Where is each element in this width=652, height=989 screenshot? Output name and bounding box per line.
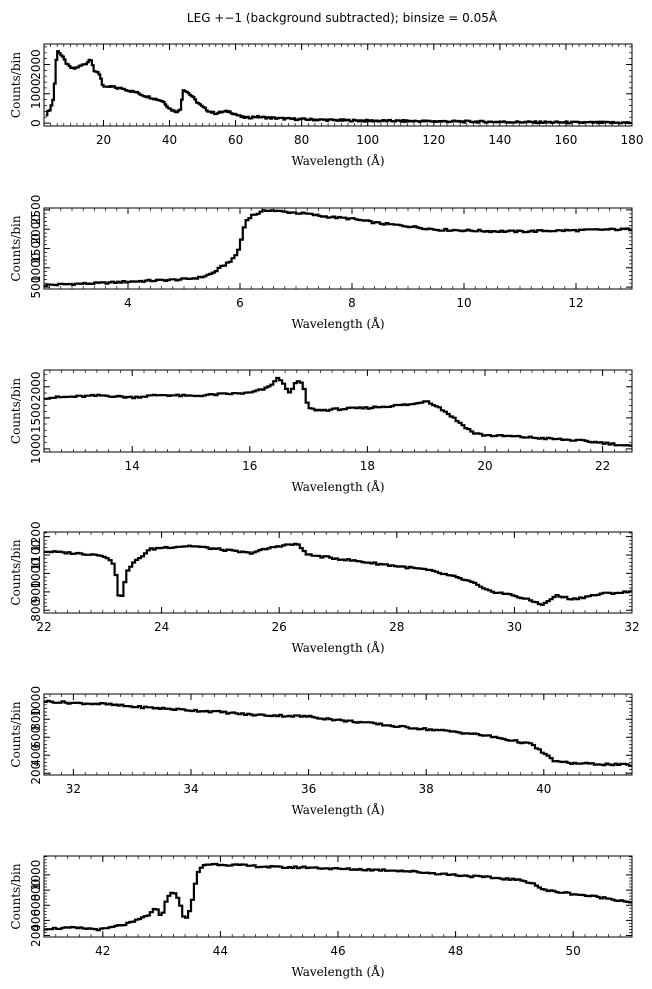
x-tick-label: 40 (162, 133, 177, 147)
x-tick-label: 4 (124, 296, 132, 310)
x-tick-label: 60 (228, 133, 243, 147)
x-axis-label: Wavelength (Å) (291, 479, 384, 494)
y-tick-label: 500 (29, 276, 43, 299)
y-tick-label: 200 (29, 762, 43, 785)
x-tick-label: 38 (419, 782, 434, 796)
x-tick-label: 42 (95, 944, 110, 958)
x-axis-label: Wavelength (Å) (291, 802, 384, 817)
y-tick-label: 800 (29, 599, 43, 622)
y-tick-label: 900 (29, 580, 43, 603)
y-tick-label: 1000 (29, 79, 43, 110)
y-tick-label: 200 (29, 924, 43, 947)
x-tick-label: 6 (236, 296, 244, 310)
minor-ticks (43, 44, 633, 126)
x-tick-label: 28 (389, 620, 404, 634)
x-tick-label: 140 (488, 133, 511, 147)
x-tick-label: 14 (125, 459, 140, 473)
y-tick-label: 2000 (29, 371, 43, 402)
spectrum-series-line (44, 376, 632, 447)
plot-frame (43, 207, 633, 290)
x-tick-label: 48 (448, 944, 463, 958)
y-tick-label: 400 (29, 744, 43, 767)
x-tick-label: 160 (554, 133, 577, 147)
x-tick-label: 12 (568, 296, 583, 310)
y-tick-label: 2000 (29, 49, 43, 80)
x-tick-label: 120 (422, 133, 445, 147)
y-tick-label: 1000 (29, 253, 43, 284)
y-tick-label: 400 (29, 909, 43, 932)
spectrum-series-line (44, 542, 632, 606)
y-axis-label: Counts/bin (9, 215, 23, 281)
chart-panels: 20 40 60 80 100 120 140 160 180010002000Waveleng… (9, 43, 644, 979)
x-tick-label: 24 (154, 620, 169, 634)
x-tick-label: 20 (96, 133, 111, 147)
y-axis-label: Counts/bin (9, 863, 23, 929)
spectrum-series-line (44, 862, 632, 932)
y-tick-label: 600 (29, 894, 43, 917)
spectrum-series-line (45, 50, 632, 125)
x-tick-label: 32 (66, 782, 81, 796)
y-tick-label: 800 (29, 708, 43, 731)
x-tick-label: 18 (360, 459, 375, 473)
x-tick-label: 34 (183, 782, 198, 796)
y-axis-label: Counts/bin (9, 539, 23, 605)
y-tick-label: 1200 (29, 521, 43, 552)
x-tick-label: 10 (456, 296, 471, 310)
x-tick-label: 22 (36, 620, 51, 634)
x-tick-label: 32 (624, 620, 639, 634)
y-tick-label: 2000 (29, 214, 43, 245)
x-tick-label: 100 (356, 133, 379, 147)
x-tick-label: 22 (595, 459, 610, 473)
x-tick-label: 8 (348, 296, 356, 310)
y-tick-label: 600 (29, 726, 43, 749)
spectrum-series-line (44, 699, 632, 767)
x-axis-label: Wavelength (Å) (291, 640, 384, 655)
y-tick-label: 2500 (29, 195, 43, 226)
x-tick-label: 16 (242, 459, 257, 473)
y-tick-label: 1500 (29, 403, 43, 434)
x-tick-label: 50 (566, 944, 581, 958)
plot-frame (43, 531, 633, 614)
y-tick-label: 1000 (29, 434, 43, 465)
minor-ticks (44, 208, 633, 289)
x-tick-label: 26 (272, 620, 287, 634)
x-tick-label: 46 (330, 944, 345, 958)
y-tick-label: 1100 (29, 540, 43, 571)
y-tick-label: 800 (29, 879, 43, 902)
y-tick-label: 1500 (29, 233, 43, 264)
plot-frame (43, 369, 633, 453)
minor-ticks (43, 532, 633, 613)
spectrum-series-line (44, 209, 632, 287)
x-tick-label: 180 (621, 133, 644, 147)
x-tick-label: 30 (507, 620, 522, 634)
x-tick-label: 20 (477, 459, 492, 473)
y-tick-label: 1000 (29, 558, 43, 589)
figure-title: LEG +−1 (background subtracted); binsize… (187, 10, 498, 25)
y-axis-label: Counts/bin (9, 378, 23, 444)
y-axis-label: Counts/bin (9, 701, 23, 767)
plot-frame (43, 693, 633, 776)
y-tick-label: 1000 (29, 860, 43, 891)
y-tick-label: 1000 (29, 686, 43, 717)
y-tick-label: 0 (29, 119, 43, 127)
x-axis-label: Wavelength (Å) (291, 964, 384, 979)
x-tick-label: 80 (294, 133, 309, 147)
x-axis-label: Wavelength (Å) (291, 316, 384, 331)
x-tick-label: 36 (301, 782, 316, 796)
plot-frame (43, 43, 633, 127)
x-axis-label: Wavelength (Å) (291, 153, 384, 168)
x-tick-label: 44 (213, 944, 228, 958)
x-tick-label: 40 (536, 782, 551, 796)
y-axis-label: Counts/bin (9, 52, 23, 118)
